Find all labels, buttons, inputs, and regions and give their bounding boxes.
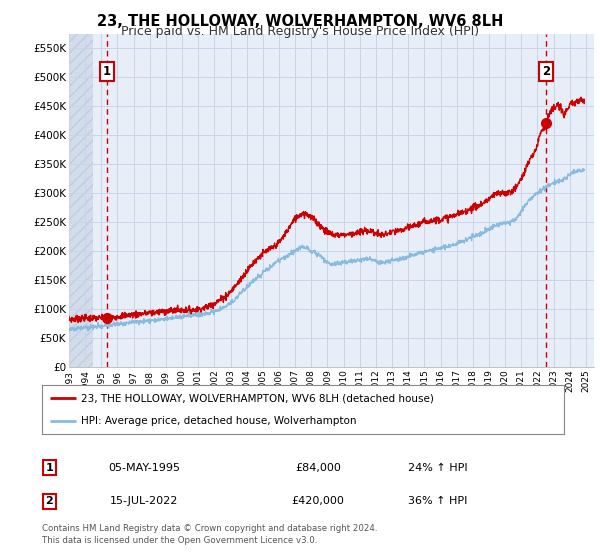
Text: Price paid vs. HM Land Registry's House Price Index (HPI): Price paid vs. HM Land Registry's House … [121, 25, 479, 38]
Text: 2: 2 [542, 65, 550, 78]
Bar [69, 34, 93, 367]
Text: £84,000: £84,000 [295, 463, 341, 473]
Text: This data is licensed under the Open Government Licence v3.0.: This data is licensed under the Open Gov… [42, 536, 317, 545]
Text: 1: 1 [103, 65, 111, 78]
Text: 36% ↑ HPI: 36% ↑ HPI [409, 496, 467, 506]
Text: 05-MAY-1995: 05-MAY-1995 [108, 463, 180, 473]
Text: 23, THE HOLLOWAY, WOLVERHAMPTON, WV6 8LH (detached house): 23, THE HOLLOWAY, WOLVERHAMPTON, WV6 8LH… [81, 393, 434, 403]
Text: 1: 1 [46, 463, 53, 473]
Text: 24% ↑ HPI: 24% ↑ HPI [408, 463, 468, 473]
Text: £420,000: £420,000 [292, 496, 344, 506]
Text: 15-JUL-2022: 15-JUL-2022 [110, 496, 178, 506]
Text: 23, THE HOLLOWAY, WOLVERHAMPTON, WV6 8LH: 23, THE HOLLOWAY, WOLVERHAMPTON, WV6 8LH [97, 14, 503, 29]
Text: HPI: Average price, detached house, Wolverhampton: HPI: Average price, detached house, Wolv… [81, 416, 356, 426]
Text: Contains HM Land Registry data © Crown copyright and database right 2024.: Contains HM Land Registry data © Crown c… [42, 524, 377, 533]
Text: 2: 2 [46, 496, 53, 506]
